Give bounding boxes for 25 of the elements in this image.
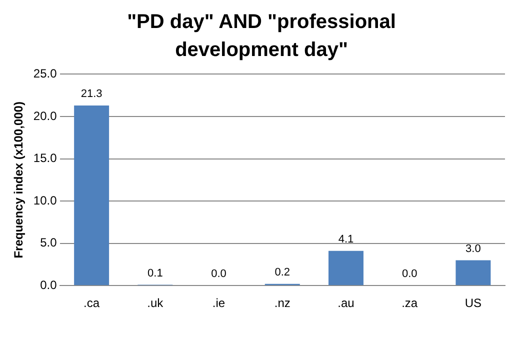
y-tick-label: 10.0 [33, 193, 58, 208]
bar [456, 260, 491, 286]
data-label: 21.3 [80, 88, 102, 100]
x-tick-label: US [464, 296, 482, 310]
y-tick-label: 5.0 [40, 236, 58, 250]
y-tick-label: 0.0 [40, 278, 58, 292]
bar [328, 250, 364, 286]
data-label: 0.0 [402, 268, 418, 280]
y-tick-label: 20.0 [33, 108, 58, 123]
bar [74, 105, 110, 286]
x-tick-label: .ca [84, 296, 100, 310]
data-label: 3.0 [466, 242, 481, 255]
x-tick-label: .nz [274, 296, 290, 310]
x-tick-label: .za [402, 296, 418, 310]
chart-title: "PD day" AND "professional development day" [126, 10, 397, 63]
x-tick-label: .uk [147, 296, 164, 310]
y-axis-title: Frequency index (x100,000) [12, 102, 26, 258]
data-label: 0.0 [211, 268, 226, 280]
data-label: 0.1 [148, 267, 163, 280]
y-tick-label: 15.0 [33, 151, 58, 166]
data-label: 0.2 [274, 266, 290, 278]
x-tick-label: .ie [212, 296, 226, 310]
y-tick-label: 25.0 [33, 66, 58, 81]
data-label: 4.1 [338, 233, 354, 246]
x-tick-label: .au [338, 296, 354, 310]
